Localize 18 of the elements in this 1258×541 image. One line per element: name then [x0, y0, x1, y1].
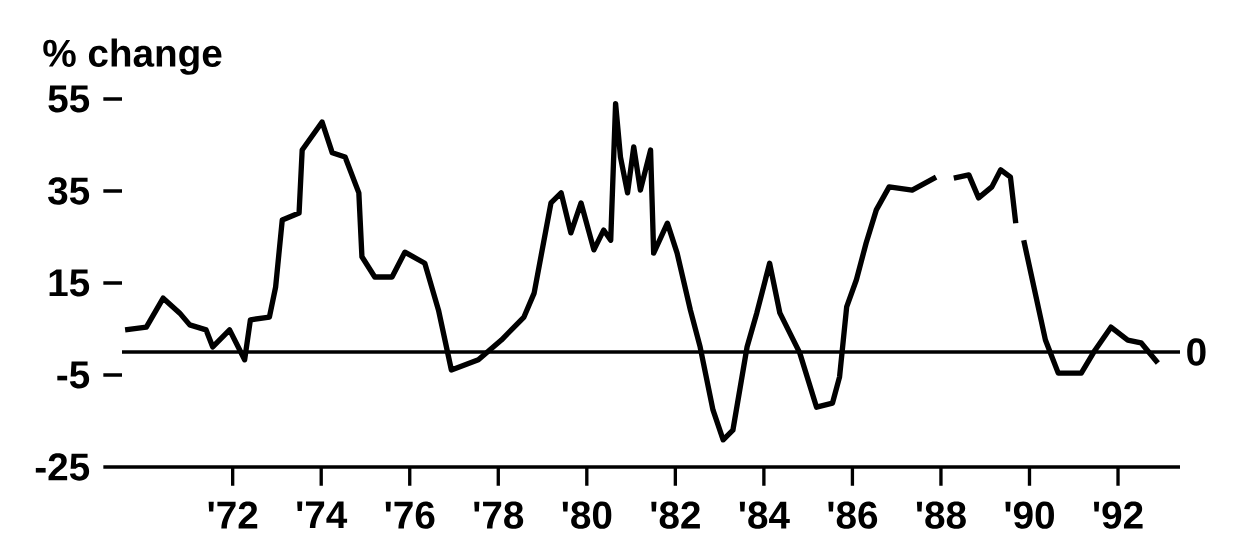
- x-tick-label: '76: [385, 501, 435, 529]
- x-tick-label: '82: [651, 501, 700, 529]
- x-tick-label: '84: [739, 501, 790, 529]
- x-tick-label: '74: [297, 501, 348, 529]
- y-tick-label: -25: [35, 453, 90, 481]
- y-tick-label: 55: [48, 85, 90, 113]
- y-tick-label: 35: [48, 177, 90, 205]
- x-tick-label: '88: [916, 501, 966, 529]
- x-tick-label: '72: [208, 501, 258, 529]
- ref-line-label: 0: [1187, 338, 1206, 366]
- y-axis-title: % change: [43, 38, 222, 75]
- x-tick-label: '92: [1093, 501, 1143, 529]
- x-tick-label: '86: [828, 501, 878, 529]
- y-tick-label: 15: [49, 269, 90, 297]
- x-tick-label: '80: [562, 501, 612, 529]
- y-tick-label: -5: [57, 361, 90, 389]
- x-tick-label: '90: [1005, 501, 1054, 529]
- x-tick-label: '78: [474, 501, 524, 529]
